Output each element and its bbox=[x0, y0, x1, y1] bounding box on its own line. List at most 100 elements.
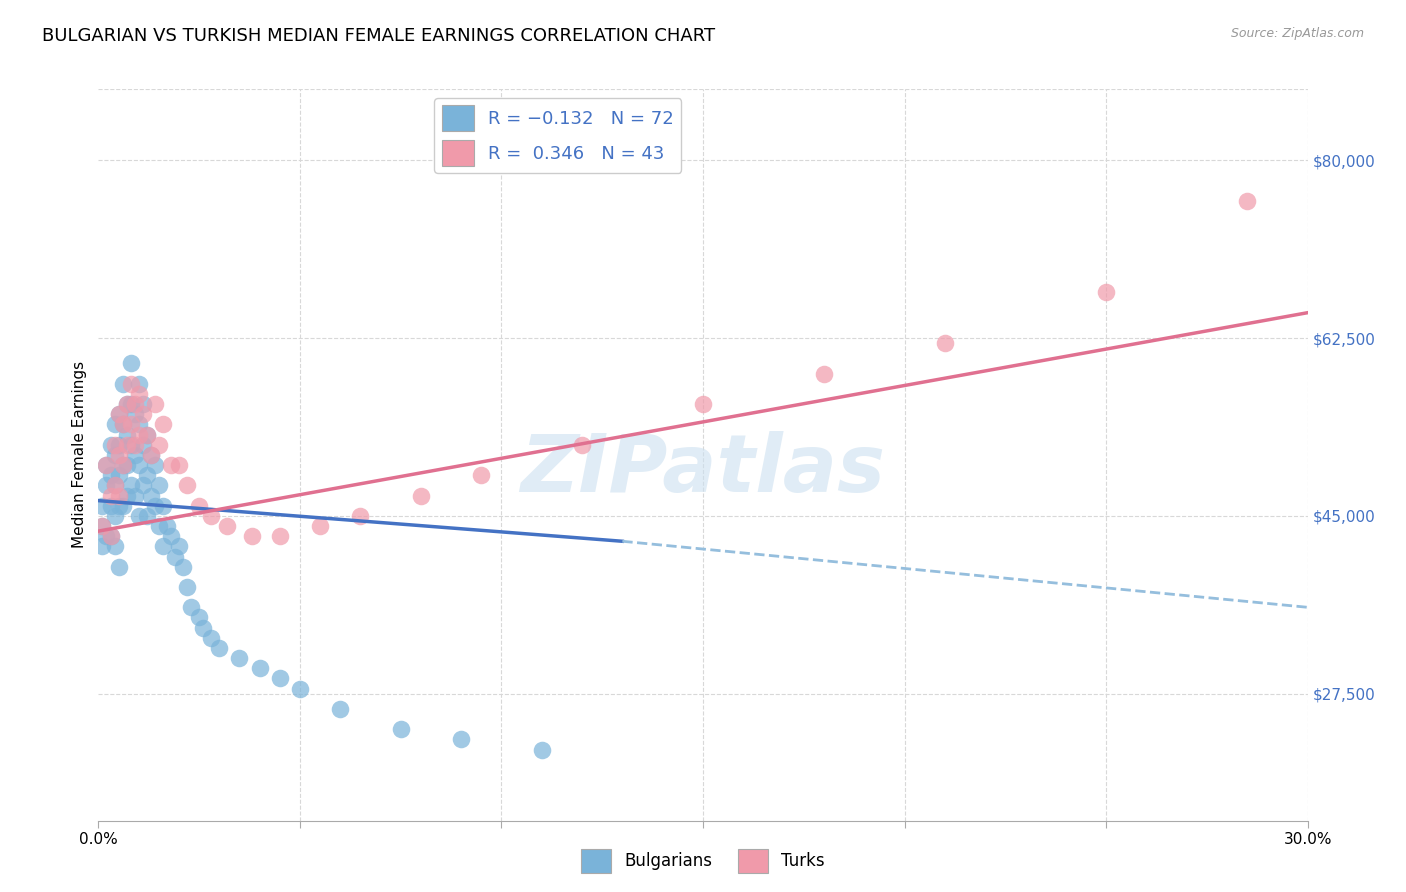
Point bbox=[249, 661, 271, 675]
Point bbox=[111, 417, 134, 432]
Point bbox=[107, 438, 129, 452]
Point bbox=[115, 397, 138, 411]
Point bbox=[128, 376, 150, 391]
Point bbox=[208, 640, 231, 655]
Point bbox=[124, 438, 146, 452]
Point bbox=[176, 580, 198, 594]
Point bbox=[107, 448, 129, 462]
Point bbox=[934, 336, 956, 351]
Point bbox=[103, 448, 125, 462]
Point bbox=[167, 458, 190, 472]
Point bbox=[288, 681, 311, 696]
Point bbox=[91, 499, 114, 513]
Point bbox=[120, 376, 142, 391]
Point bbox=[107, 489, 129, 503]
Point bbox=[132, 407, 155, 421]
Legend: Bulgarians, Turks: Bulgarians, Turks bbox=[575, 842, 831, 880]
Point bbox=[470, 468, 492, 483]
Text: BULGARIAN VS TURKISH MEDIAN FEMALE EARNINGS CORRELATION CHART: BULGARIAN VS TURKISH MEDIAN FEMALE EARNI… bbox=[42, 27, 716, 45]
Point bbox=[188, 499, 211, 513]
Point bbox=[692, 397, 714, 411]
Point bbox=[193, 621, 215, 635]
Point bbox=[139, 489, 162, 503]
Point bbox=[128, 427, 150, 442]
Point bbox=[152, 417, 174, 432]
Point bbox=[128, 417, 150, 432]
Legend: R = −0.132   N = 72, R =  0.346   N = 43: R = −0.132 N = 72, R = 0.346 N = 43 bbox=[434, 98, 682, 173]
Point bbox=[217, 519, 239, 533]
Point bbox=[152, 539, 174, 553]
Point bbox=[160, 529, 183, 543]
Point bbox=[135, 468, 157, 483]
Point bbox=[139, 448, 162, 462]
Point bbox=[813, 367, 835, 381]
Point bbox=[120, 356, 142, 371]
Point bbox=[91, 539, 114, 553]
Point bbox=[91, 519, 114, 533]
Point bbox=[571, 438, 593, 452]
Point bbox=[103, 438, 125, 452]
Point bbox=[111, 458, 134, 472]
Point bbox=[128, 508, 150, 523]
Point bbox=[100, 529, 122, 543]
Point bbox=[107, 499, 129, 513]
Point bbox=[124, 489, 146, 503]
Point bbox=[200, 508, 222, 523]
Point bbox=[120, 438, 142, 452]
Point bbox=[409, 489, 432, 503]
Point bbox=[111, 417, 134, 432]
Point bbox=[148, 438, 170, 452]
Point bbox=[115, 489, 138, 503]
Point bbox=[530, 742, 553, 756]
Point bbox=[228, 651, 250, 665]
Point bbox=[160, 458, 183, 472]
Point bbox=[163, 549, 186, 564]
Point bbox=[128, 387, 150, 401]
Point bbox=[111, 458, 134, 472]
Point bbox=[132, 397, 155, 411]
Point bbox=[1236, 194, 1258, 208]
Point bbox=[132, 478, 155, 492]
Point bbox=[269, 672, 291, 686]
Point bbox=[100, 499, 122, 513]
Point bbox=[148, 519, 170, 533]
Point bbox=[100, 489, 122, 503]
Text: ZIPatlas: ZIPatlas bbox=[520, 431, 886, 508]
Point bbox=[309, 519, 332, 533]
Point bbox=[188, 610, 211, 624]
Point bbox=[96, 458, 118, 472]
Point bbox=[103, 478, 125, 492]
Point bbox=[269, 529, 291, 543]
Point bbox=[107, 559, 129, 574]
Point bbox=[389, 723, 412, 737]
Point bbox=[115, 438, 138, 452]
Point bbox=[180, 600, 202, 615]
Point bbox=[111, 499, 134, 513]
Point bbox=[450, 732, 472, 747]
Y-axis label: Median Female Earnings: Median Female Earnings bbox=[72, 361, 87, 549]
Point bbox=[135, 427, 157, 442]
Point bbox=[107, 407, 129, 421]
Point bbox=[115, 427, 138, 442]
Point bbox=[152, 499, 174, 513]
Text: Source: ZipAtlas.com: Source: ZipAtlas.com bbox=[1230, 27, 1364, 40]
Point bbox=[132, 438, 155, 452]
Point bbox=[96, 458, 118, 472]
Point bbox=[124, 407, 146, 421]
Point bbox=[115, 458, 138, 472]
Point bbox=[143, 397, 166, 411]
Point bbox=[148, 478, 170, 492]
Point bbox=[240, 529, 263, 543]
Point bbox=[128, 458, 150, 472]
Point bbox=[103, 539, 125, 553]
Point bbox=[156, 519, 179, 533]
Point bbox=[139, 448, 162, 462]
Point bbox=[100, 529, 122, 543]
Point bbox=[120, 478, 142, 492]
Point bbox=[135, 427, 157, 442]
Point bbox=[91, 519, 114, 533]
Point bbox=[143, 499, 166, 513]
Point bbox=[135, 508, 157, 523]
Point bbox=[167, 539, 190, 553]
Point bbox=[107, 407, 129, 421]
